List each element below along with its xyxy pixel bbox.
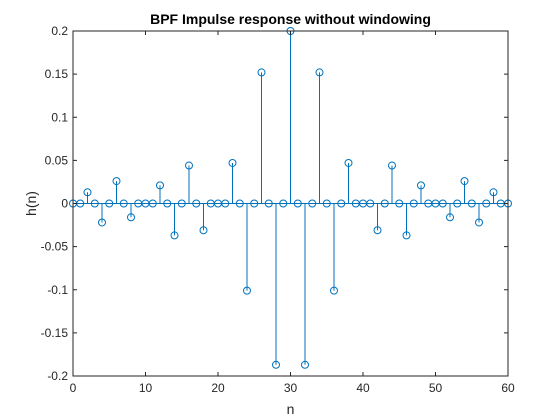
- x-tick-label: 60: [501, 381, 515, 395]
- x-tick-label: 50: [429, 381, 443, 395]
- stem-marker: [243, 286, 251, 295]
- stem-marker: [90, 199, 99, 208]
- stem-marker: [337, 199, 346, 208]
- stem-marker: [177, 199, 186, 208]
- x-tick-label: 30: [284, 381, 298, 395]
- chart-title: BPF Impulse response without windowing: [150, 11, 431, 27]
- stem-marker: [301, 360, 309, 369]
- stem-marker: [315, 68, 324, 77]
- stem-marker: [272, 360, 280, 369]
- stem-marker: [388, 161, 396, 170]
- stem-marker: [156, 181, 164, 190]
- stem-marker: [380, 199, 389, 208]
- stem-marker: [395, 199, 404, 208]
- stem-marker: [308, 199, 317, 208]
- stem-marker: [127, 213, 135, 222]
- stem-marker: [475, 218, 483, 227]
- stem-marker: [322, 199, 331, 208]
- stem-marker: [373, 226, 382, 235]
- x-tick-label: 40: [356, 381, 370, 395]
- stem-marker: [344, 158, 353, 167]
- stem-marker: [163, 199, 172, 208]
- stem-marker: [199, 226, 208, 235]
- stem-marker: [228, 158, 237, 167]
- y-tick-label: 0: [61, 197, 68, 211]
- stem-marker: [330, 286, 338, 295]
- stem-marker: [119, 199, 128, 208]
- stem-marker: [112, 177, 121, 186]
- stem-marker: [98, 218, 106, 227]
- x-tick-label: 10: [139, 381, 153, 395]
- y-tick-label: 0.15: [45, 67, 69, 81]
- stem-marker: [105, 199, 114, 208]
- stem-marker: [257, 68, 266, 77]
- stem-marker: [446, 213, 454, 222]
- stem-marker: [489, 188, 498, 197]
- stem-marker: [438, 199, 447, 208]
- stem-marker: [192, 199, 201, 208]
- stem-marker: [482, 199, 491, 208]
- stem-marker: [221, 199, 230, 208]
- x-axis-label: n: [287, 401, 295, 417]
- stem-marker: [185, 161, 193, 170]
- stem-marker: [293, 199, 302, 208]
- stem-marker: [148, 199, 157, 208]
- y-tick-label: -0.15: [41, 326, 69, 340]
- x-tick-label: 20: [211, 381, 225, 395]
- y-tick-label: 0.1: [51, 110, 68, 124]
- y-tick-label: 0.2: [51, 24, 68, 38]
- stem-marker: [460, 177, 469, 186]
- stem-marker: [467, 199, 476, 208]
- y-tick-label: -0.2: [47, 369, 68, 383]
- y-tick-label: -0.1: [47, 283, 68, 297]
- y-tick-label: -0.05: [41, 240, 69, 254]
- stem-marker: [250, 199, 259, 208]
- stem-marker: [235, 199, 244, 208]
- stem-marker: [409, 199, 418, 208]
- x-tick-label: 0: [70, 381, 77, 395]
- stem-marker: [366, 199, 375, 208]
- y-axis-label: h(n): [23, 191, 39, 216]
- stem-marker: [264, 199, 273, 208]
- stem-marker: [83, 188, 92, 197]
- y-tick-label: 0.05: [45, 153, 69, 167]
- stem-marker: [402, 231, 411, 240]
- stem-marker: [453, 199, 462, 208]
- stem-marker: [279, 199, 288, 208]
- stem-marker: [170, 231, 179, 240]
- stem-marker: [417, 181, 425, 190]
